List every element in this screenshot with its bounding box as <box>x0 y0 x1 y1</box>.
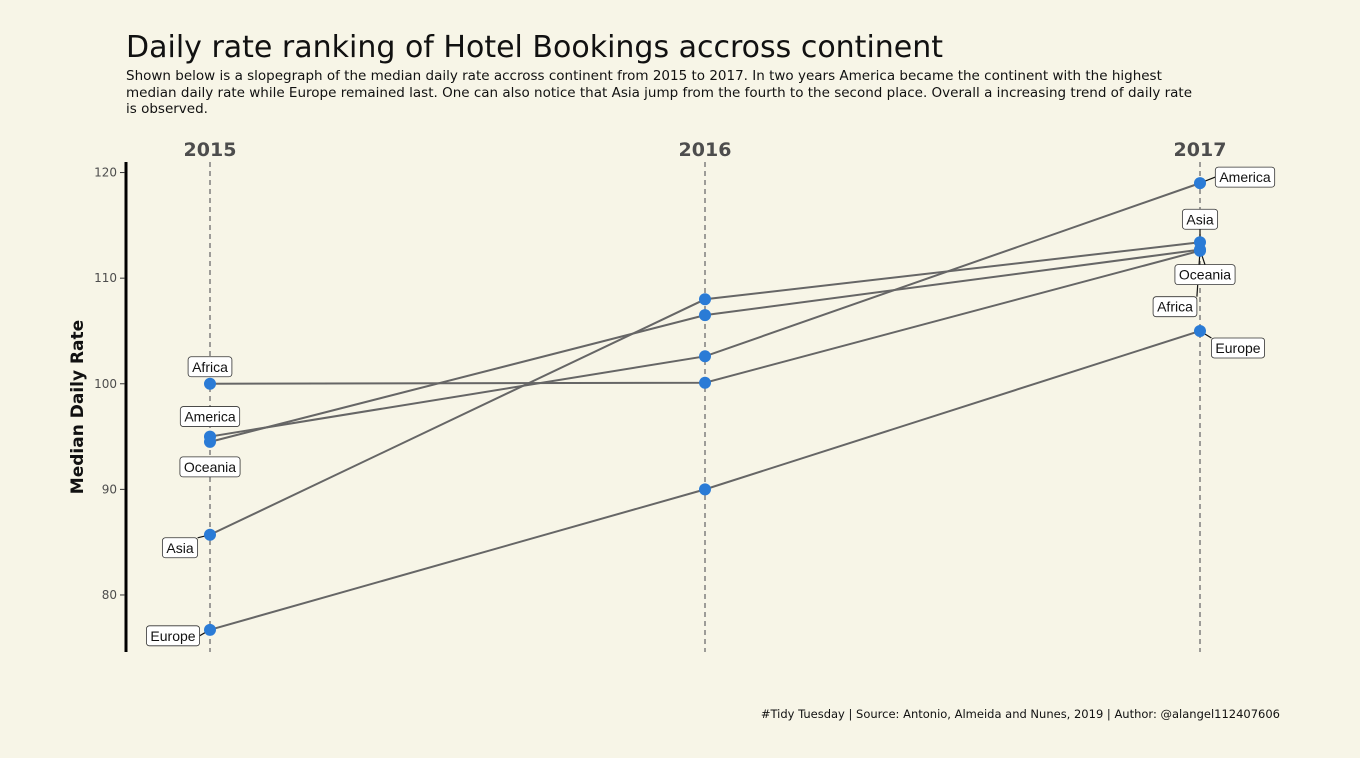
label-africa-2015: Africa <box>187 356 233 378</box>
label-box-asia-2017 <box>1181 208 1219 230</box>
point-oceania-2015 <box>204 435 216 448</box>
label-europe-2015: Europe <box>146 625 200 647</box>
label-text-europe-2015: Europe <box>150 628 195 644</box>
label-box-america-2015 <box>179 406 241 427</box>
year-label-2015: 2015 <box>184 139 237 161</box>
label-africa-2017: Africa <box>1152 296 1198 318</box>
label-oceania-2015: Oceania <box>179 456 241 478</box>
point-europe-2017 <box>1194 324 1206 337</box>
y-tick-label-80: 80 <box>102 588 117 602</box>
label-box-africa-2015 <box>187 356 233 378</box>
label-europe-2017: Europe <box>1211 337 1265 359</box>
label-box-africa-2017 <box>1152 296 1198 318</box>
label-text-oceania-2017: Oceania <box>1179 267 1231 283</box>
label-text-asia-2017: Asia <box>1186 211 1213 227</box>
label-america-2015: America <box>179 406 241 427</box>
y-tick-label-110: 110 <box>94 271 117 285</box>
chart-subtitle: Shown below is a slopegraph of the media… <box>126 68 1193 117</box>
label-box-oceania-2015 <box>179 456 241 478</box>
label-box-asia-2015 <box>161 537 199 559</box>
point-asia-2015 <box>204 528 216 541</box>
y-tick-label-90: 90 <box>102 482 117 496</box>
source-caption: #Tidy Tuesday | Source: Antonio, Almeida… <box>760 707 1280 721</box>
point-asia-2017 <box>1194 236 1206 249</box>
point-oceania-2016 <box>699 309 711 322</box>
point-europe-2016 <box>699 483 711 496</box>
y-axis-label: Median Daily Rate <box>68 320 88 494</box>
label-text-europe-2017: Europe <box>1215 340 1260 356</box>
label-text-africa-2015: Africa <box>192 359 228 375</box>
point-america-2016 <box>699 350 711 363</box>
label-text-africa-2017: Africa <box>1157 299 1193 315</box>
label-text-america-2017: America <box>1219 169 1271 185</box>
year-label-2017: 2017 <box>1174 139 1227 161</box>
series-points <box>204 177 1206 636</box>
point-america-2017 <box>1194 177 1206 190</box>
label-text-america-2015: America <box>184 409 236 425</box>
year-label-2016: 2016 <box>679 139 732 161</box>
y-tick-label-120: 120 <box>94 166 117 180</box>
label-box-america-2017 <box>1214 166 1276 188</box>
label-oceania-2017: Oceania <box>1174 264 1236 286</box>
y-tick-label-100: 100 <box>94 377 117 391</box>
series-labels: Africa Africa America America Oceania Oceania… <box>146 166 1276 647</box>
chart-title: Daily rate ranking of Hotel Bookings acc… <box>126 30 944 65</box>
label-box-europe-2015 <box>146 625 200 647</box>
y-axis: 80 90 100 110 120 Median Daily Rate <box>68 162 128 652</box>
label-asia-2017: Asia <box>1181 208 1219 230</box>
label-box-oceania-2017 <box>1174 264 1236 286</box>
point-africa-2016 <box>699 376 711 389</box>
label-text-oceania-2015: Oceania <box>184 459 236 475</box>
label-text-asia-2015: Asia <box>166 540 193 556</box>
label-america-2017: America <box>1214 166 1276 188</box>
point-asia-2016 <box>699 293 711 306</box>
year-gridlines: 2015 2016 2017 <box>184 139 1227 652</box>
label-asia-2015: Asia <box>161 537 199 559</box>
label-box-europe-2017 <box>1211 337 1265 359</box>
point-africa-2015 <box>204 377 216 390</box>
point-europe-2015 <box>204 623 216 636</box>
